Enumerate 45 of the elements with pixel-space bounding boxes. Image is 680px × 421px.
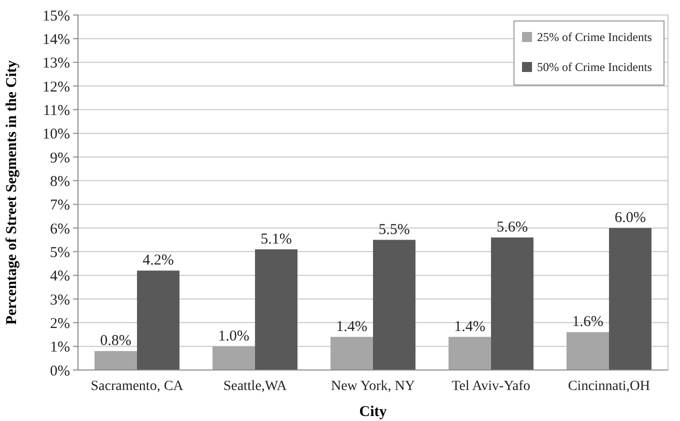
bar (448, 336, 491, 370)
y-tick-label: 0% (50, 363, 70, 380)
bar (212, 346, 255, 370)
bar (566, 332, 609, 370)
x-tick-label: New York, NY (330, 379, 416, 394)
y-axis-title: Percentage of Street Segments in the City (4, 60, 20, 325)
data-label: 1.6% (572, 314, 604, 330)
bar (94, 351, 137, 370)
data-label: 5.6% (496, 219, 528, 236)
y-tick-label: 3% (50, 292, 70, 308)
y-tick-label: 12% (42, 79, 70, 96)
data-label: 5.1% (260, 231, 292, 248)
x-axis-title: City (359, 404, 388, 420)
x-tick-label: Tel Aviv-Yafo (452, 379, 530, 394)
y-tick-label: 15% (42, 8, 70, 24)
y-tick-label: 2% (50, 316, 70, 332)
data-label: 1.4% (454, 318, 486, 335)
x-tick-label: Sacramento, CA (90, 379, 184, 394)
y-tick-label: 9% (50, 150, 70, 166)
y-tick-label: 5% (50, 244, 70, 261)
data-label: 4.2% (142, 252, 174, 269)
y-tick-label: 6% (50, 221, 70, 238)
data-label: 1.0% (218, 328, 250, 344)
y-tick-label: 1% (50, 340, 70, 356)
y-tick-label: 14% (42, 32, 70, 48)
bar (330, 336, 373, 370)
y-tick-label: 10% (42, 126, 70, 143)
data-label: 5.5% (378, 222, 410, 238)
y-tick-label: 4% (50, 268, 70, 285)
bar (373, 240, 416, 370)
x-tick-label: Seattle,WA (223, 379, 288, 394)
legend-label: 50% of Crime Incidents (537, 60, 652, 74)
y-tick-label: 13% (42, 56, 70, 72)
bar (255, 249, 298, 370)
bar (137, 270, 180, 370)
y-tick-label: 8% (50, 174, 70, 190)
x-tick-label: Cincinnati,OH (568, 379, 650, 394)
y-tick-label: 11% (43, 102, 70, 119)
legend-label: 25% of Crime Incidents (537, 30, 652, 44)
y-tick-label: 7% (50, 198, 70, 214)
data-label: 1.4% (336, 318, 368, 335)
data-label: 6.0% (614, 210, 646, 226)
bar (609, 228, 652, 370)
data-label: 0.8% (100, 333, 132, 350)
bar (491, 237, 534, 370)
